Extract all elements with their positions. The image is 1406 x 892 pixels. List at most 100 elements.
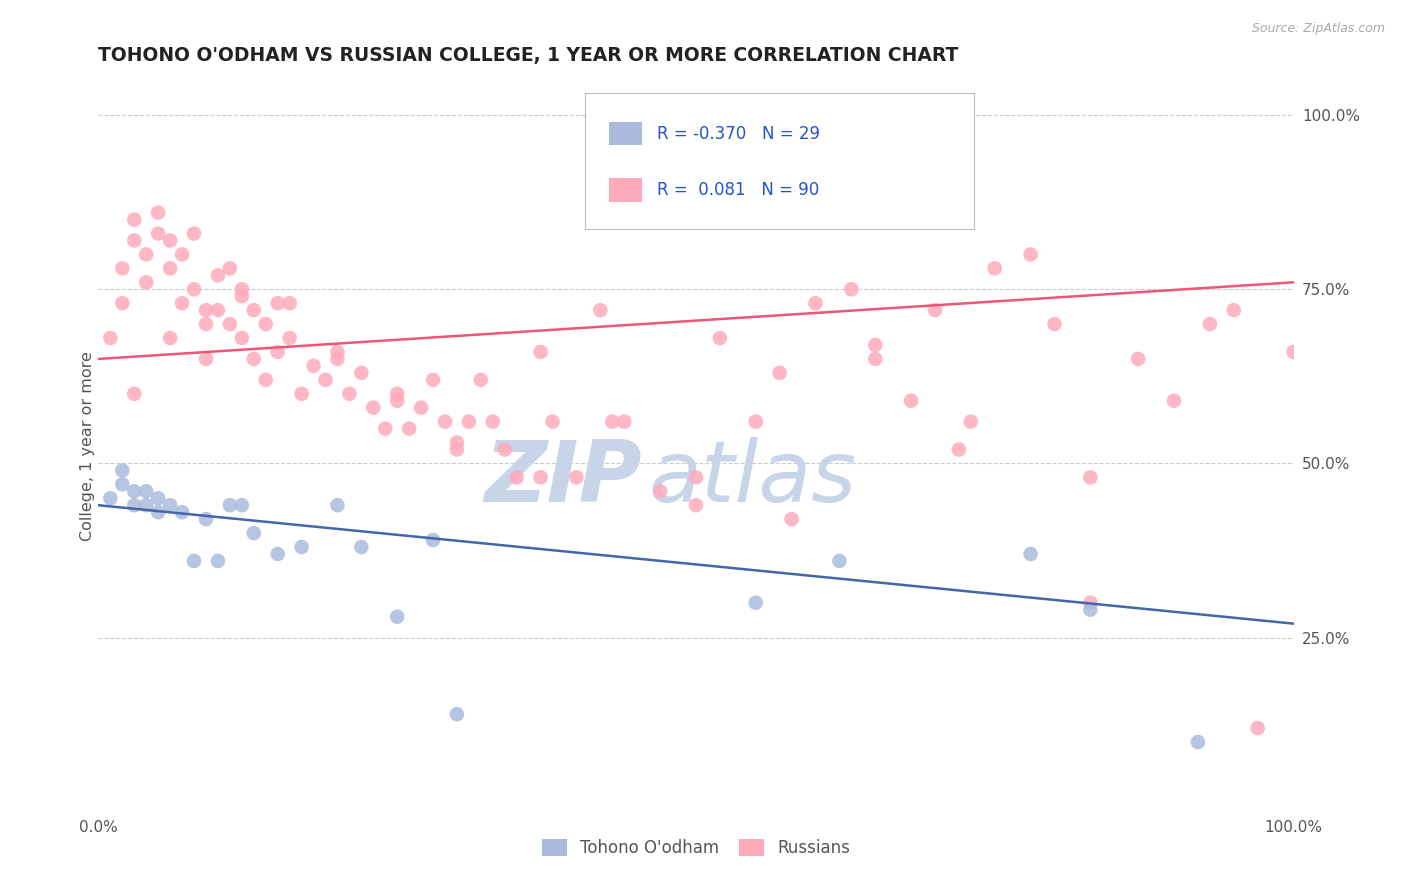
Point — [278, 331, 301, 345]
Point — [530, 470, 553, 484]
Text: R =  0.081   N = 90: R = 0.081 N = 90 — [657, 181, 818, 199]
Text: R = -0.370   N = 29: R = -0.370 N = 29 — [657, 125, 820, 143]
Point — [422, 373, 444, 387]
Point — [363, 401, 385, 415]
Point — [111, 463, 134, 477]
Point — [804, 296, 827, 310]
Bar — [609, 122, 643, 145]
Y-axis label: College, 1 year or more: College, 1 year or more — [80, 351, 94, 541]
Point — [267, 547, 290, 561]
Bar — [609, 178, 643, 202]
Point — [494, 442, 516, 457]
Point — [1187, 735, 1209, 749]
Point — [1080, 470, 1102, 484]
Point — [1019, 247, 1042, 261]
Point — [1080, 603, 1102, 617]
Point — [302, 359, 325, 373]
Point — [135, 484, 157, 499]
Point — [243, 351, 266, 366]
Point — [148, 505, 170, 519]
Point — [350, 366, 373, 380]
Point — [315, 373, 337, 387]
Point — [207, 303, 229, 318]
Point — [984, 261, 1007, 276]
Point — [446, 442, 468, 457]
Point — [124, 386, 146, 401]
Point — [434, 415, 457, 429]
Point — [385, 393, 409, 408]
Point — [1019, 547, 1042, 561]
Point — [207, 554, 229, 568]
Point — [948, 442, 970, 457]
Point — [278, 296, 301, 310]
Point — [768, 366, 790, 380]
Point — [709, 331, 731, 345]
Point — [828, 554, 851, 568]
Point — [326, 498, 349, 512]
Point — [267, 296, 290, 310]
Text: ZIP: ZIP — [485, 437, 643, 520]
Point — [135, 247, 157, 261]
Point — [267, 345, 290, 359]
Point — [98, 491, 122, 506]
Point — [98, 331, 122, 345]
Point — [291, 540, 314, 554]
Point — [602, 415, 624, 429]
Point — [148, 227, 170, 241]
Point — [172, 505, 194, 519]
Point — [385, 609, 409, 624]
Point — [1080, 596, 1102, 610]
Point — [924, 303, 946, 318]
Point — [124, 484, 146, 499]
Point — [326, 345, 349, 359]
Point — [183, 554, 205, 568]
Point — [458, 415, 481, 429]
Point — [470, 373, 492, 387]
Point — [254, 317, 277, 331]
Text: TOHONO O'ODHAM VS RUSSIAN COLLEGE, 1 YEAR OR MORE CORRELATION CHART: TOHONO O'ODHAM VS RUSSIAN COLLEGE, 1 YEA… — [98, 45, 959, 65]
Point — [685, 498, 707, 512]
Point — [960, 415, 983, 429]
Point — [446, 707, 468, 722]
Point — [648, 484, 672, 499]
Point — [219, 498, 242, 512]
Point — [195, 303, 218, 318]
Point — [124, 234, 146, 248]
Point — [148, 491, 170, 506]
Point — [1128, 351, 1150, 366]
Point — [231, 289, 253, 303]
Point — [172, 247, 194, 261]
Point — [1282, 345, 1305, 359]
Point — [1223, 303, 1246, 318]
Point — [124, 212, 146, 227]
Point — [411, 401, 433, 415]
Text: atlas: atlas — [648, 437, 856, 520]
Point — [1199, 317, 1222, 331]
Point — [865, 351, 887, 366]
Point — [231, 498, 253, 512]
Point — [124, 498, 146, 512]
Point — [219, 317, 242, 331]
Point — [1247, 721, 1270, 735]
Point — [195, 512, 218, 526]
Point — [1043, 317, 1066, 331]
Point — [385, 386, 409, 401]
Point — [339, 386, 361, 401]
FancyBboxPatch shape — [585, 93, 974, 228]
Point — [1163, 393, 1185, 408]
Point — [183, 282, 205, 296]
Point — [159, 261, 181, 276]
Point — [745, 596, 768, 610]
Point — [135, 498, 157, 512]
Point — [231, 282, 253, 296]
Point — [231, 331, 253, 345]
Point — [219, 261, 242, 276]
Point — [398, 421, 420, 435]
Text: Source: ZipAtlas.com: Source: ZipAtlas.com — [1251, 22, 1385, 36]
Point — [589, 303, 612, 318]
Point — [506, 470, 529, 484]
Point — [900, 393, 922, 408]
Point — [841, 282, 863, 296]
Point — [111, 261, 134, 276]
Point — [172, 296, 194, 310]
